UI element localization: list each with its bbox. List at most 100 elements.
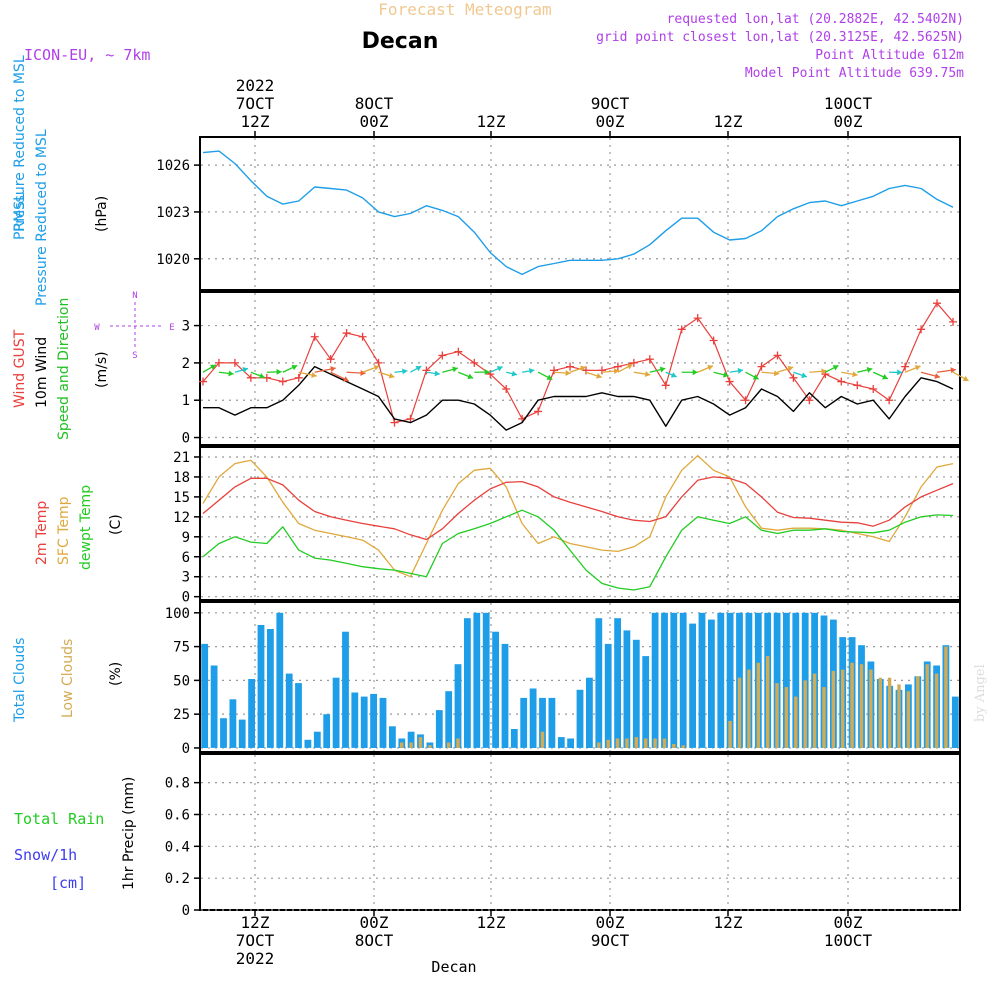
temp2m-line [202, 476, 954, 541]
footer-location: Decan [431, 958, 476, 976]
total-cloud-bar [642, 656, 650, 748]
bottom-time-label: 00Z [834, 913, 863, 932]
total-cloud-bar [651, 612, 659, 748]
compass-east: E [169, 323, 174, 333]
y-tick-label: 1023 [156, 205, 190, 221]
cloud-unit: (%) [108, 662, 124, 686]
wind-line [203, 365, 954, 431]
gust-marker [502, 385, 511, 394]
panel-frame-2 [199, 291, 961, 446]
wind-direction-arrowhead [962, 375, 969, 382]
total-cloud-bar [220, 718, 227, 748]
bottom-time-label: 12Z [477, 913, 506, 932]
wind-direction-arrowhead [388, 372, 395, 379]
low-cloud-bar [737, 677, 742, 748]
pressure-unit: (hPa) [94, 196, 110, 232]
total-cloud-bar [351, 692, 359, 748]
low-cloud-bar [850, 662, 854, 748]
direction-label: Speed and Direction [56, 298, 72, 440]
watermark: by Angel [973, 664, 988, 722]
y-tick-label: 25 [173, 707, 190, 723]
low-cloud-bar [859, 664, 864, 748]
wind-direction-arrowhead [934, 373, 941, 379]
total-cloud-bar [248, 679, 255, 748]
y-tick-label: 0.2 [165, 871, 190, 887]
bottom-time-label: 12Z [241, 913, 270, 932]
low-cloud-bar [766, 656, 770, 748]
low-cloud-bar [897, 684, 901, 748]
wind-direction-arrowhead [373, 365, 380, 371]
low-cloud-bar [822, 687, 826, 748]
total-cloud-bar [210, 665, 218, 748]
wind-direction-arrowhead [580, 365, 586, 372]
low-cloud-bar [803, 680, 807, 748]
total-cloud-bar [313, 731, 321, 748]
wind-direction-arrowhead [330, 366, 336, 373]
y-tick-label: 1 [182, 393, 190, 409]
dewpt-line [202, 509, 954, 591]
gust-marker [581, 366, 590, 375]
low-cloud-bar [887, 677, 892, 748]
low-cloud-bar [841, 669, 845, 748]
snow-label: Snow/1h [14, 846, 77, 864]
total-cloud-bar [548, 697, 556, 748]
total-cloud-bar [698, 612, 706, 748]
gust-marker [246, 373, 255, 382]
wind-direction-arrowhead [787, 365, 794, 372]
wind-direction-arrowhead [434, 370, 440, 377]
gust-marker [693, 314, 702, 323]
gust-marker [677, 325, 686, 334]
gust-marker [390, 418, 399, 427]
y-tick-label: 0 [182, 903, 190, 919]
total-cloud-bar [464, 618, 471, 748]
low-cloud-bar [812, 673, 817, 748]
gust-marker [837, 377, 846, 386]
gust-marker [199, 377, 207, 386]
total-cloud-bar [773, 612, 781, 748]
temp2m-label: 2m Temp [34, 501, 50, 565]
top-time-label: 00Z [360, 112, 389, 131]
gust-marker [629, 358, 638, 367]
total-cloud-bar [510, 729, 518, 748]
total-cloud-bar [304, 739, 312, 748]
total-cloud-bar [567, 738, 574, 748]
total-cloud-bar [370, 693, 377, 748]
total-cloud-bar [539, 697, 546, 748]
wind-direction-arrowhead [707, 364, 713, 371]
y-tick-label: 0.8 [165, 776, 190, 792]
top-time-label: 12Z [714, 112, 743, 131]
gust-marker [214, 358, 223, 367]
wind-direction-arrowhead [528, 367, 535, 374]
top-time-label: 9OCT [591, 94, 630, 113]
total-cloud-bar [529, 688, 537, 748]
wind-direction-arrowhead [596, 372, 602, 379]
y-tick-label: 2 [182, 356, 190, 372]
wind-direction-arrowhead [276, 368, 282, 375]
pressure-line [202, 150, 954, 276]
wind-direction-arrowhead [832, 365, 839, 371]
total-cloud-bar [726, 612, 734, 748]
wind-label: 10m Wind [34, 337, 50, 408]
total-cloud-bar [257, 625, 265, 748]
wind-direction-arrowhead [626, 364, 633, 370]
total-cloud-bar [661, 612, 668, 748]
low-cloud-bar [916, 676, 920, 748]
wind-direction-arrowhead [228, 370, 234, 377]
low-cloud-bar [447, 742, 451, 748]
gust-marker [310, 332, 319, 341]
low-cloud-bar [681, 745, 685, 748]
low-cloud-bar [775, 683, 779, 748]
low-cloud-bar [597, 742, 601, 748]
compass-south: S [132, 351, 137, 361]
y-tick-label: 6 [182, 550, 190, 566]
panel-frame-5 [199, 753, 961, 911]
total-cloud-bar [520, 697, 528, 748]
gust-marker [422, 366, 431, 375]
wind-direction-arrowhead [821, 368, 827, 375]
gust-marker [709, 336, 718, 345]
total-cloud-bar [435, 710, 443, 748]
wind-direction-arrowhead [613, 368, 620, 375]
gust-marker [278, 377, 287, 386]
low-cloud-bar [934, 673, 939, 748]
